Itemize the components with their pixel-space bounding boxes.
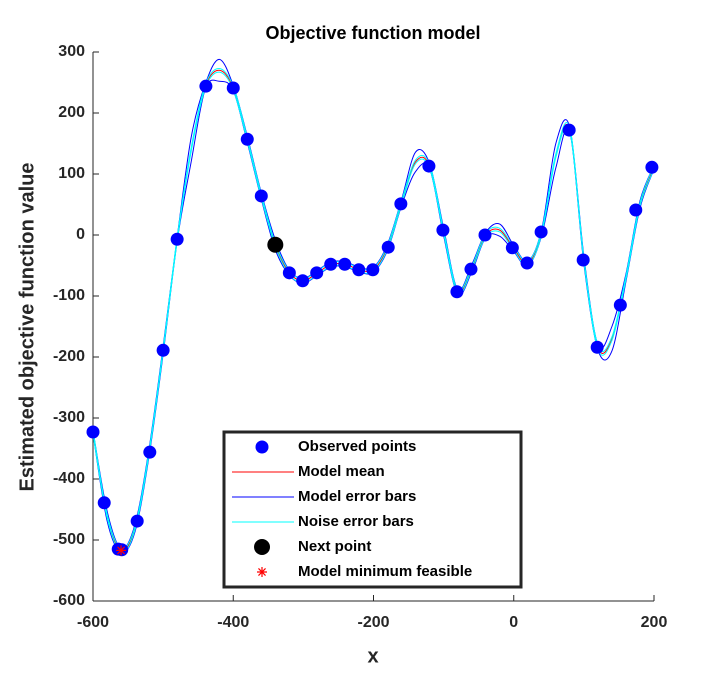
point-marker (505, 241, 519, 255)
point-marker (576, 253, 590, 267)
point-marker (240, 132, 254, 146)
point-marker (324, 257, 338, 271)
point-marker (394, 197, 408, 211)
y-tick-label: -600 (53, 592, 85, 609)
point-marker (629, 203, 643, 217)
point-marker (478, 228, 492, 242)
point-marker (143, 445, 157, 459)
legend-marker (254, 539, 270, 555)
x-tick-label: 0 (509, 614, 518, 631)
y-tick-label: -200 (53, 348, 85, 365)
point-marker (97, 496, 111, 510)
legend-marker (257, 567, 267, 577)
point-marker (590, 340, 604, 354)
y-tick-label: -300 (53, 409, 85, 426)
legend-label: Next point (298, 538, 371, 555)
point-marker (199, 79, 213, 93)
legend-label: Model minimum feasible (298, 563, 472, 580)
point-marker (296, 274, 310, 288)
point-marker (267, 236, 284, 253)
y-tick-label: -400 (53, 470, 85, 487)
point-marker (464, 262, 478, 276)
x-tick-label: 200 (641, 614, 668, 631)
legend: Observed points Model mean Model error bar… (222, 430, 523, 589)
point-marker (352, 263, 366, 277)
x-tick-label: -600 (77, 614, 109, 631)
point-marker (170, 232, 184, 246)
y-tick-label: 100 (58, 165, 85, 182)
point-marker (450, 285, 464, 299)
x-tick-label: -200 (357, 614, 389, 631)
point-marker (422, 159, 436, 173)
point-marker (436, 223, 450, 237)
point-marker (86, 425, 100, 439)
legend-label: Observed points (298, 438, 416, 455)
point-marker (338, 257, 352, 271)
y-axis-label: Estimated objective function value (16, 163, 38, 492)
legend-marker (255, 440, 269, 454)
y-tick-label: 0 (76, 226, 85, 243)
star-marker (116, 545, 127, 556)
point-marker (613, 298, 627, 312)
point-marker (282, 266, 296, 280)
point-marker (310, 266, 324, 280)
legend-label: Noise error bars (298, 513, 414, 530)
y-tick-label: 200 (58, 104, 85, 121)
point-marker (366, 263, 380, 277)
point-marker (520, 256, 534, 270)
y-tick-label: -100 (53, 287, 85, 304)
legend-box (222, 430, 523, 589)
point-marker (534, 225, 548, 239)
chart-title: Objective function model (265, 23, 480, 43)
point-marker (562, 123, 576, 137)
point-marker (130, 514, 144, 528)
y-tick-label: 300 (58, 43, 85, 60)
x-tick-label: -400 (217, 614, 249, 631)
y-tick-label: -500 (53, 531, 85, 548)
point-marker (254, 189, 268, 203)
point-marker (156, 343, 170, 357)
legend-label: Model error bars (298, 488, 416, 505)
x-axis-label: x (367, 645, 378, 667)
point-marker (381, 240, 395, 254)
legend-label: Model mean (298, 463, 385, 480)
point-marker (645, 160, 659, 174)
point-marker (226, 81, 240, 95)
